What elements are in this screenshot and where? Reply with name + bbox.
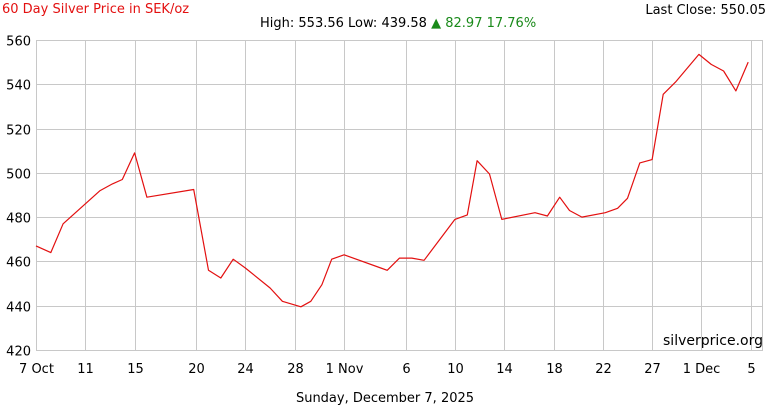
date-footer: Sunday, December 7, 2025 xyxy=(295,391,475,406)
chart-title: 60 Day Silver Price in SEK/oz xyxy=(2,2,190,17)
y-tick-label: 420 xyxy=(6,345,31,360)
x-tick-label: 14 xyxy=(496,362,513,377)
y-tick-label: 460 xyxy=(6,256,31,271)
x-tick-label: 28 xyxy=(287,362,304,377)
high-value: 553.56 xyxy=(298,16,344,31)
x-tick-label: 1 Nov xyxy=(326,362,364,377)
last-close-value: 550.05 xyxy=(720,3,767,18)
price-series-line xyxy=(35,53,749,308)
price-stats: High: 553.56 Low: 439.58 ▲ 82.97 17.76% xyxy=(260,16,536,31)
low-label: Low: xyxy=(348,16,378,31)
last-close-label: Last Close: xyxy=(645,3,717,18)
y-tick-label: 500 xyxy=(6,168,31,183)
y-tick-label: 480 xyxy=(6,212,31,227)
y-tick-label: 560 xyxy=(6,35,31,50)
y-tick-label: 440 xyxy=(6,301,31,316)
x-tick-label: 15 xyxy=(127,362,144,377)
site-watermark: silverprice.org xyxy=(663,333,763,349)
y-tick-label: 540 xyxy=(6,79,31,94)
change-up-arrow-icon: ▲ xyxy=(431,16,442,31)
grid xyxy=(36,40,763,351)
x-tick-label: 24 xyxy=(237,362,254,377)
x-tick-label: 7 Oct xyxy=(19,362,54,377)
change-abs: 82.97 xyxy=(445,16,483,31)
y-tick-label: 520 xyxy=(6,124,31,139)
x-tick-label: 27 xyxy=(644,362,661,377)
low-value: 439.58 xyxy=(381,16,427,31)
x-tick-label: 5 xyxy=(747,362,755,377)
x-tick-label: 20 xyxy=(188,362,205,377)
last-close: Last Close: 550.05 xyxy=(645,3,766,18)
x-tick-label: 1 Dec xyxy=(683,362,721,377)
x-tick-label: 22 xyxy=(595,362,612,377)
change-pct: 17.76% xyxy=(486,16,537,31)
x-tick-label: 11 xyxy=(77,362,94,377)
x-tick-label: 10 xyxy=(447,362,464,377)
series-layer xyxy=(35,53,749,308)
plot-frame xyxy=(36,40,763,351)
x-tick-label: 18 xyxy=(546,362,563,377)
axes: 420 440 460 480 500 520 540 560 7 Oct 11 15 20 24 28 1… xyxy=(6,35,755,378)
high-label: High: xyxy=(260,16,295,31)
x-tick-label: 6 xyxy=(402,362,410,377)
